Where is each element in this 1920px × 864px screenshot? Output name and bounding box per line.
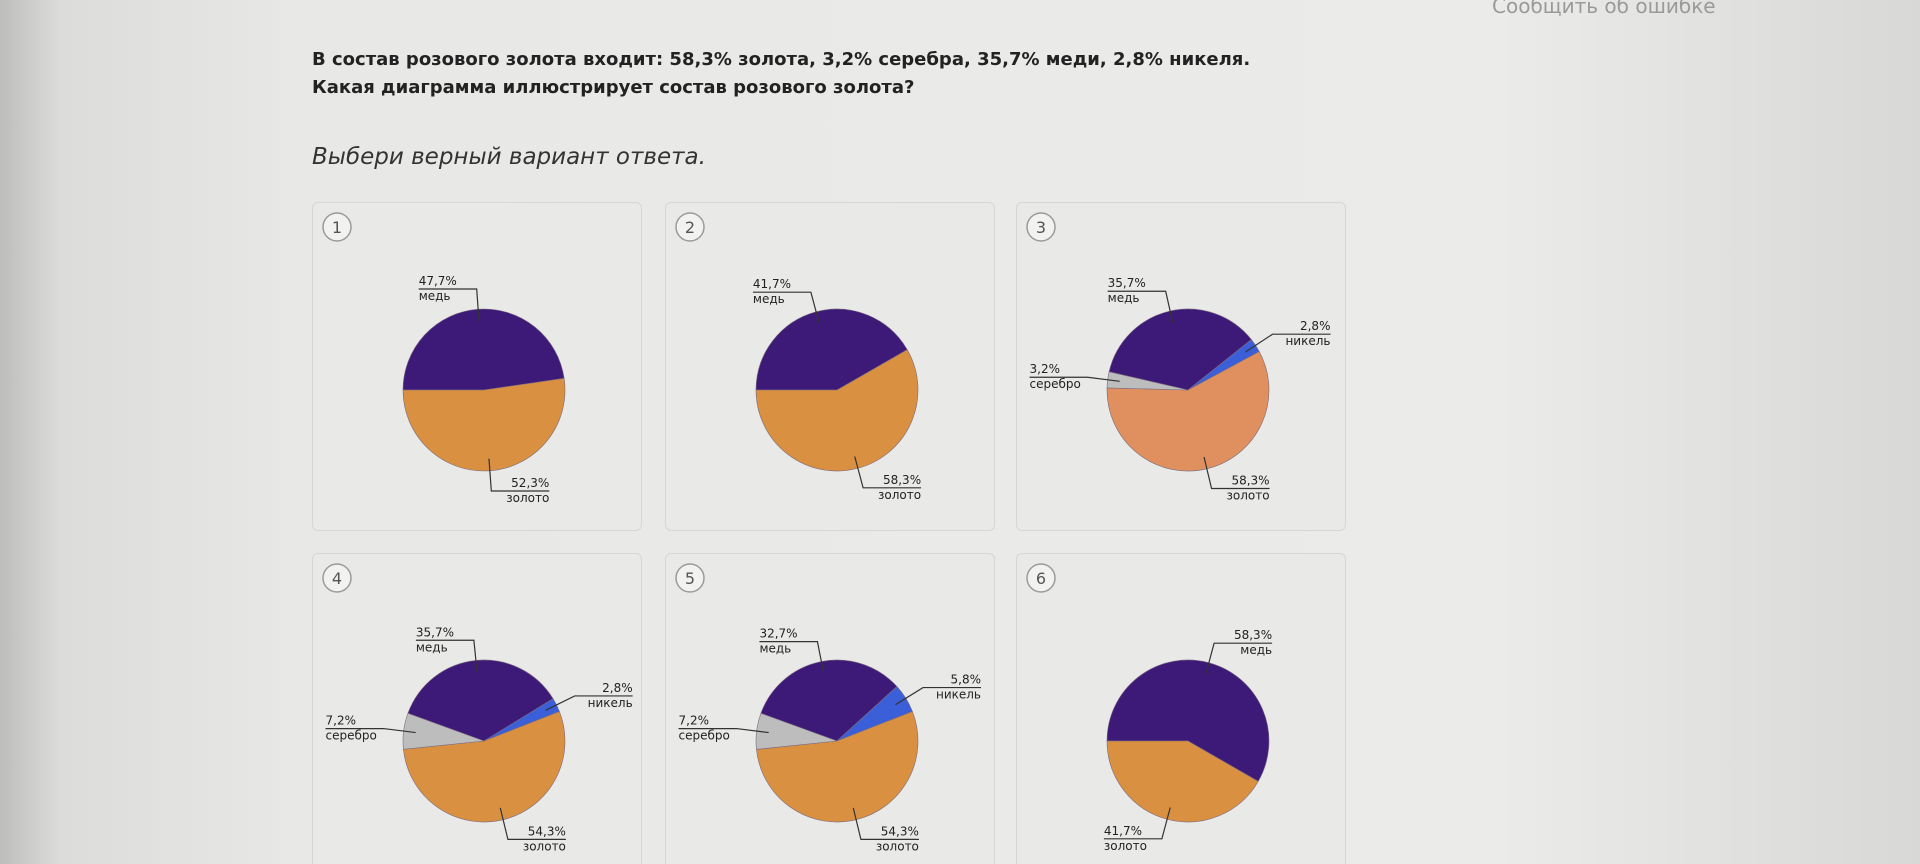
slice-name-label: никель: [588, 696, 633, 710]
leader-line: [1245, 333, 1331, 353]
answer-card[interactable]: 3 35,7% медь 2,8% никель 58,3% золото 3,2% сереб…: [1016, 202, 1346, 531]
slice-name-label: золото: [876, 839, 919, 853]
leader-line: [488, 458, 550, 492]
leader-line: [415, 639, 478, 673]
option-number: 5: [685, 569, 695, 588]
option-number: 2: [685, 218, 695, 237]
option-badge: [675, 563, 705, 593]
pie-chart: 6 58,3%медь 41,7%золото: [1026, 563, 1273, 853]
slice-value-label: 7,2%: [679, 714, 710, 728]
leader-line: [1107, 290, 1174, 323]
option-badge: [322, 212, 352, 242]
leader-line: [499, 807, 566, 840]
slice-name-label: медь: [1240, 643, 1272, 657]
pie-chart: 4 35,7%медь 2,8%никель 54,3%золото 7,2%сереб…: [322, 563, 633, 853]
slice-value-label: 7,2%: [326, 714, 357, 728]
slice-name-label: золото: [1226, 488, 1269, 502]
slice-value-label: 58,3%: [1231, 473, 1269, 487]
slice-name-label: золото: [878, 488, 921, 502]
leader-line: [1205, 642, 1273, 675]
answer-card[interactable]: 5 32,7% медь 5,8% никель 54,3% золото 7,2% сереб…: [665, 553, 995, 864]
slice-value-label: 54,3%: [881, 824, 919, 838]
leader-line: [545, 695, 633, 711]
slice-name-label: никель: [936, 688, 981, 702]
slice-name-label: золото: [523, 839, 566, 853]
leader-line: [1203, 456, 1270, 490]
slice-name-label: медь: [759, 642, 791, 656]
slice-value-label: 32,7%: [759, 627, 797, 641]
leader-line: [852, 807, 919, 840]
slice-value-label: 41,7%: [753, 277, 791, 291]
option-number: 3: [1036, 218, 1046, 237]
option-number: 6: [1036, 569, 1046, 588]
slice-value-label: 5,8%: [951, 673, 982, 687]
pie-chart: 5 32,7%медь 5,8%никель 54,3%золото 7,2%сереб…: [675, 563, 982, 853]
pie-chart: 2 41,7%медь 58,3%золото: [675, 212, 922, 502]
pie-slice: [402, 308, 565, 391]
option-badge: [675, 212, 705, 242]
slice-name-label: никель: [1285, 334, 1330, 348]
slice-value-label: 35,7%: [416, 625, 454, 639]
option-number: 4: [332, 569, 342, 588]
pie-chart: 3 35,7%медь 2,8%никель 58,3%золото 3,2%сереб…: [1026, 212, 1331, 502]
slice-name-label: серебро: [326, 729, 377, 743]
slice-value-label: 54,3%: [528, 824, 566, 838]
slice-name-label: золото: [1104, 839, 1147, 853]
leader-line: [752, 291, 820, 324]
slice-name-label: медь: [416, 640, 448, 654]
option-number: 1: [332, 218, 342, 237]
leader-line: [1029, 376, 1120, 382]
slice-name-label: золото: [506, 491, 549, 505]
slice-name-label: медь: [753, 292, 785, 306]
slice-name-label: медь: [419, 289, 451, 303]
leader-line: [325, 727, 416, 734]
slice-value-label: 2,8%: [602, 681, 633, 695]
option-badge: [322, 563, 352, 593]
slice-value-label: 58,3%: [883, 473, 921, 487]
leader-line: [678, 727, 769, 734]
slice-value-label: 2,8%: [1300, 319, 1331, 333]
slice-value-label: 41,7%: [1104, 824, 1142, 838]
question-text: В состав розового золота входит: 58,3% з…: [312, 49, 1251, 98]
slice-value-label: 3,2%: [1030, 362, 1061, 376]
instruction: Выбери верный вариант ответа.: [312, 144, 706, 170]
report-link[interactable]: Сообщить об ошибке: [1492, 0, 1716, 18]
pie-chart: 1 47,7%медь 52,3%золото: [322, 212, 566, 505]
answer-card[interactable]: 2 41,7% медь 58,3% золото: [665, 202, 995, 531]
slice-value-label: 47,7%: [419, 274, 457, 288]
leader-line: [759, 641, 825, 674]
pie-slice: [402, 377, 566, 472]
leader-line: [418, 288, 480, 322]
answer-card[interactable]: 1 47,7% медь 52,3% золото: [312, 202, 642, 531]
answer-card[interactable]: 6 58,3% медь 41,7% золото: [1016, 553, 1346, 864]
slice-value-label: 35,7%: [1108, 276, 1146, 290]
option-badge: [1026, 563, 1056, 593]
leader-line: [895, 686, 982, 706]
slice-name-label: серебро: [1030, 377, 1081, 391]
leader-line: [854, 456, 922, 489]
slice-name-label: медь: [1108, 291, 1140, 305]
slice-value-label: 52,3%: [511, 476, 549, 490]
slice-value-label: 58,3%: [1234, 628, 1272, 642]
slice-name-label: серебро: [679, 729, 730, 743]
leader-line: [1103, 807, 1171, 840]
answer-card[interactable]: 4 35,7% медь 2,8% никель 54,3% золото 7,2% сереб…: [312, 553, 642, 864]
option-badge: [1026, 212, 1056, 242]
